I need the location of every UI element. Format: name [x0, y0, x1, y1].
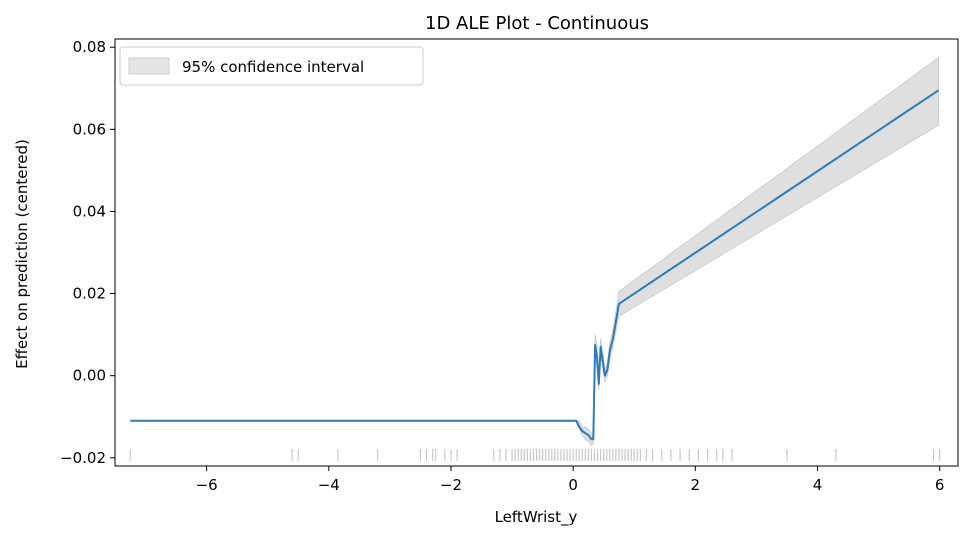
- y-tick-label: 0.00: [73, 367, 106, 385]
- legend: 95% confidence interval: [119, 46, 424, 86]
- y-axis-label: Effect on prediction (centered): [13, 139, 31, 369]
- confidence-band: [130, 56, 939, 447]
- y-tick-label: −0.02: [60, 449, 106, 467]
- y-tick-label: 0.06: [73, 120, 106, 138]
- y-tick-label: 0.04: [73, 202, 106, 220]
- y-tick-label: 0.02: [73, 285, 106, 303]
- x-tick-label: −4: [318, 476, 340, 494]
- legend-entry: 95% confidence interval: [182, 58, 364, 76]
- x-tick-label: 4: [813, 476, 823, 494]
- plot-frame: [114, 38, 959, 467]
- x-axis-label: LeftWrist_y: [495, 508, 578, 527]
- x-tick-label: 2: [691, 476, 701, 494]
- x-tick-label: −6: [196, 476, 218, 494]
- legend-swatch: [128, 57, 170, 75]
- legend-box: [119, 46, 424, 86]
- plot-area: −6 −4 −2 0 2 4 6 −0.02 0.00 0.02 0.04 0.06 0.08: [60, 38, 959, 494]
- x-tick-label: 6: [935, 476, 945, 494]
- ale-series-line: [130, 89, 940, 441]
- x-tick-label: −2: [440, 476, 462, 494]
- y-tick-label: 0.08: [73, 38, 106, 56]
- x-tick-label: 0: [568, 476, 578, 494]
- chart-title: 1D ALE Plot - Continuous: [425, 13, 649, 34]
